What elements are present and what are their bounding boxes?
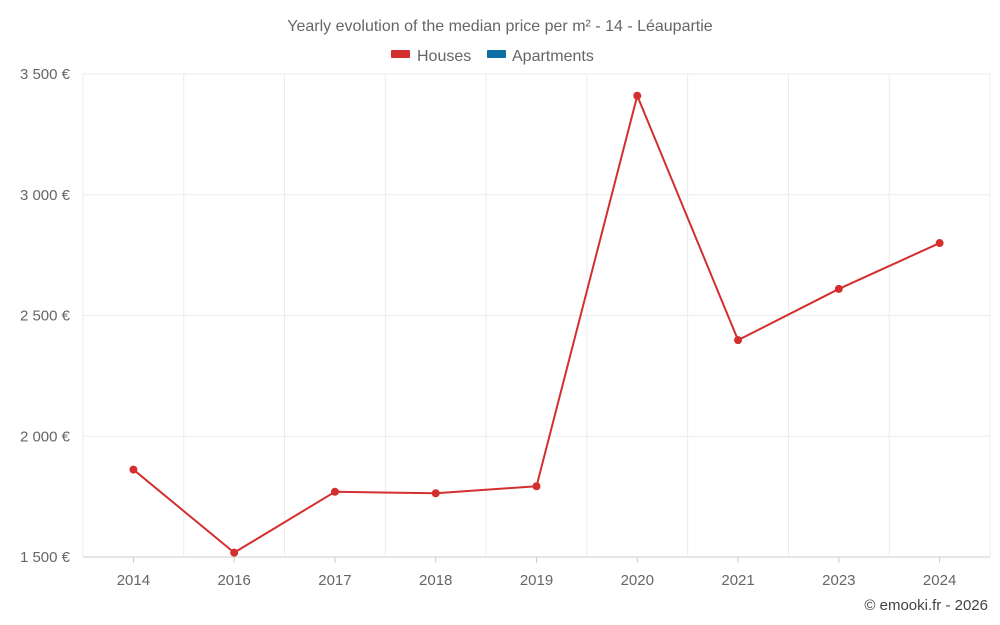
data-point-houses[interactable]	[633, 91, 642, 100]
x-tick-label: 2023	[822, 572, 855, 589]
data-point-houses[interactable]	[129, 465, 138, 474]
legend: Houses Apartments	[391, 48, 594, 65]
y-tick-label: 3 500 €	[20, 66, 71, 83]
legend-swatch-houses[interactable]	[391, 50, 410, 58]
x-tick-label: 2021	[721, 572, 754, 589]
data-point-houses[interactable]	[935, 239, 944, 248]
x-tick-label: 2024	[923, 572, 956, 589]
legend-label-apartments[interactable]: Apartments	[512, 48, 594, 65]
data-point-houses[interactable]	[834, 284, 843, 293]
x-tick-label: 2020	[621, 572, 654, 589]
data-point-houses[interactable]	[230, 548, 239, 557]
x-tick-label: 2018	[419, 572, 452, 589]
chart-title: Yearly evolution of the median price per…	[287, 18, 713, 35]
y-tick-label: 2 000 €	[20, 428, 71, 445]
x-tick-label: 2017	[318, 572, 351, 589]
legend-swatch-apartments[interactable]	[487, 50, 506, 58]
x-tick-label: 2014	[117, 572, 150, 589]
series-layer	[129, 91, 944, 557]
data-point-houses[interactable]	[330, 487, 339, 496]
x-axis: 2014 2016 2017 2018 2019 2020 2021 2023 2024	[117, 557, 956, 589]
x-tick-label: 2019	[520, 572, 553, 589]
credit-text: © emooki.fr - 2026	[864, 597, 988, 614]
data-point-houses[interactable]	[734, 336, 743, 345]
data-point-houses[interactable]	[431, 489, 440, 498]
data-point-houses[interactable]	[532, 482, 541, 491]
y-tick-label: 3 000 €	[20, 187, 71, 204]
y-axis: 1 500 € 2 000 € 2 500 € 3 000 € 3 500 €	[20, 66, 71, 566]
legend-label-houses[interactable]: Houses	[417, 48, 471, 65]
y-tick-label: 1 500 €	[20, 549, 71, 566]
x-tick-label: 2016	[217, 572, 250, 589]
y-tick-label: 2 500 €	[20, 308, 71, 325]
